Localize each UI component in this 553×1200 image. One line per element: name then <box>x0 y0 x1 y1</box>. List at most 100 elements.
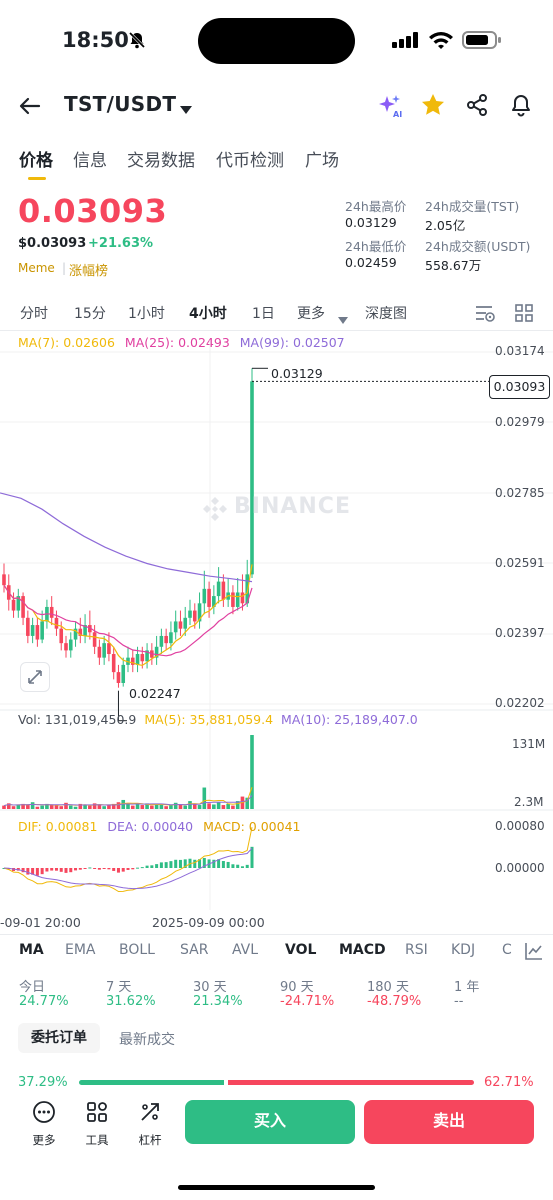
volume-bar <box>221 805 226 809</box>
volume-bar <box>116 802 121 809</box>
candle-body <box>197 603 202 622</box>
macd-histogram-bar <box>64 868 68 873</box>
interval-timeline[interactable]: 分时 <box>20 306 48 322</box>
more-button[interactable]: 更多 <box>22 1100 66 1148</box>
indicator-c[interactable]: C <box>502 942 512 958</box>
home-indicator <box>178 1185 375 1190</box>
candle-body <box>188 610 192 618</box>
share-icon[interactable] <box>465 93 489 121</box>
tab-latest-trades[interactable]: 最新成交 <box>119 1032 175 1048</box>
interval-1d[interactable]: 1日 <box>252 306 275 322</box>
volume-bar <box>73 806 78 809</box>
buy-button[interactable]: 买入 <box>185 1100 355 1144</box>
layout-grid-icon[interactable] <box>514 303 534 327</box>
candle-body <box>11 599 16 611</box>
tools-button[interactable]: 工具 <box>75 1100 119 1148</box>
candle-body <box>68 639 73 651</box>
volume-bar <box>88 805 92 809</box>
high-marker-label: 0.03129 <box>271 366 323 381</box>
perf-value-7d: 31.62% <box>106 994 156 1009</box>
volume-bar <box>145 803 149 809</box>
candle-body <box>16 596 21 611</box>
tab-token-check[interactable]: 代币检测 <box>216 151 284 171</box>
tag-meme[interactable]: Meme <box>18 261 55 275</box>
amount-value: 558.67万 <box>425 258 482 273</box>
y-label: 0.02202 <box>495 696 545 710</box>
tab-square[interactable]: 广场 <box>305 151 339 171</box>
indicator-ema[interactable]: EMA <box>65 942 96 958</box>
volume-bar <box>26 805 30 809</box>
volume-bar <box>140 805 145 809</box>
interval-1h[interactable]: 1小时 <box>128 306 165 322</box>
sell-ratio-bar <box>228 1080 474 1085</box>
leverage-icon <box>141 1103 159 1121</box>
volume-bar <box>169 805 173 809</box>
indicator-ma[interactable]: MA <box>19 942 44 958</box>
kline-chart[interactable] <box>0 330 553 910</box>
active-tab-indicator <box>28 177 46 180</box>
indicator-chart-icon[interactable] <box>524 941 544 965</box>
perf-label-180d: 180 天 <box>367 980 409 995</box>
tag-gainers[interactable]: 涨幅榜 <box>69 264 109 279</box>
pair-title[interactable]: TST/USDT <box>64 92 177 116</box>
ai-sparkle-icon[interactable]: AI <box>376 92 404 124</box>
expand-chart-button[interactable] <box>20 662 50 692</box>
indicator-divider <box>0 934 553 935</box>
binance-logo-icon <box>200 494 230 528</box>
volume-bar <box>78 803 83 809</box>
more-caret-icon[interactable] <box>338 309 348 328</box>
interval-15m[interactable]: 15分 <box>74 306 106 322</box>
candle-body <box>64 643 68 651</box>
last-price: 0.03093 <box>18 192 168 230</box>
macd-value: MACD: 0.00041 <box>203 819 301 834</box>
candle-body <box>35 625 40 640</box>
current-price-tag: 0.03093 <box>489 375 550 399</box>
candle-body <box>135 654 140 665</box>
macd-histogram-bar <box>31 868 35 875</box>
bottom-action-bar: 更多 工具 杠杆 买入 卖出 <box>0 1090 553 1200</box>
volume-y-min: 2.3M <box>514 795 544 809</box>
notification-bell-icon[interactable] <box>509 93 533 121</box>
back-arrow-icon[interactable] <box>18 94 42 122</box>
candle-body <box>216 581 221 597</box>
status-time: 18:50 <box>62 28 129 52</box>
macd-histogram-bar <box>178 859 182 868</box>
caret-down-icon[interactable] <box>180 99 192 118</box>
indicator-sar[interactable]: SAR <box>180 942 209 958</box>
volume-ma5: MA(5): 35,881,059.4 <box>144 712 274 727</box>
favorite-star-icon[interactable] <box>420 92 446 122</box>
candle-body <box>164 635 168 644</box>
volume-bar <box>107 805 111 809</box>
y-label: 0.02397 <box>495 626 545 640</box>
macd-histogram-bar <box>126 868 130 870</box>
tab-price[interactable]: 价格 <box>19 151 53 171</box>
tab-trading-data[interactable]: 交易数据 <box>127 151 195 171</box>
indicator-boll[interactable]: BOLL <box>119 942 155 958</box>
tab-info[interactable]: 信息 <box>73 151 107 171</box>
indicator-avl[interactable]: AVL <box>232 942 259 958</box>
indicator-rsi[interactable]: RSI <box>405 942 428 958</box>
expand-icon <box>28 670 42 684</box>
interval-depth[interactable]: 深度图 <box>365 306 407 322</box>
macd-histogram-bar <box>174 859 178 868</box>
chart-settings-icon[interactable] <box>474 303 496 327</box>
perf-value-1y: -- <box>454 994 464 1009</box>
indicator-kdj[interactable]: KDJ <box>451 942 476 958</box>
candle-body <box>78 628 83 636</box>
dea-line <box>3 847 253 890</box>
indicator-vol[interactable]: VOL <box>285 942 317 958</box>
volume-bar <box>130 805 135 809</box>
sell-button[interactable]: 卖出 <box>364 1100 534 1144</box>
candle-body <box>159 635 164 647</box>
tab-order-book[interactable]: 委托订单 <box>18 1023 100 1053</box>
candle-body <box>107 643 111 655</box>
interval-more[interactable]: 更多 <box>297 306 325 322</box>
interval-4h[interactable]: 4小时 <box>189 306 227 322</box>
indicator-macd[interactable]: MACD <box>339 942 386 958</box>
macd-histogram-bar <box>231 864 235 868</box>
candle-body <box>54 617 59 629</box>
leverage-button[interactable]: 杠杆 <box>128 1100 172 1148</box>
perf-label-30d: 30 天 <box>193 980 227 995</box>
macd-histogram-bar <box>107 868 111 870</box>
